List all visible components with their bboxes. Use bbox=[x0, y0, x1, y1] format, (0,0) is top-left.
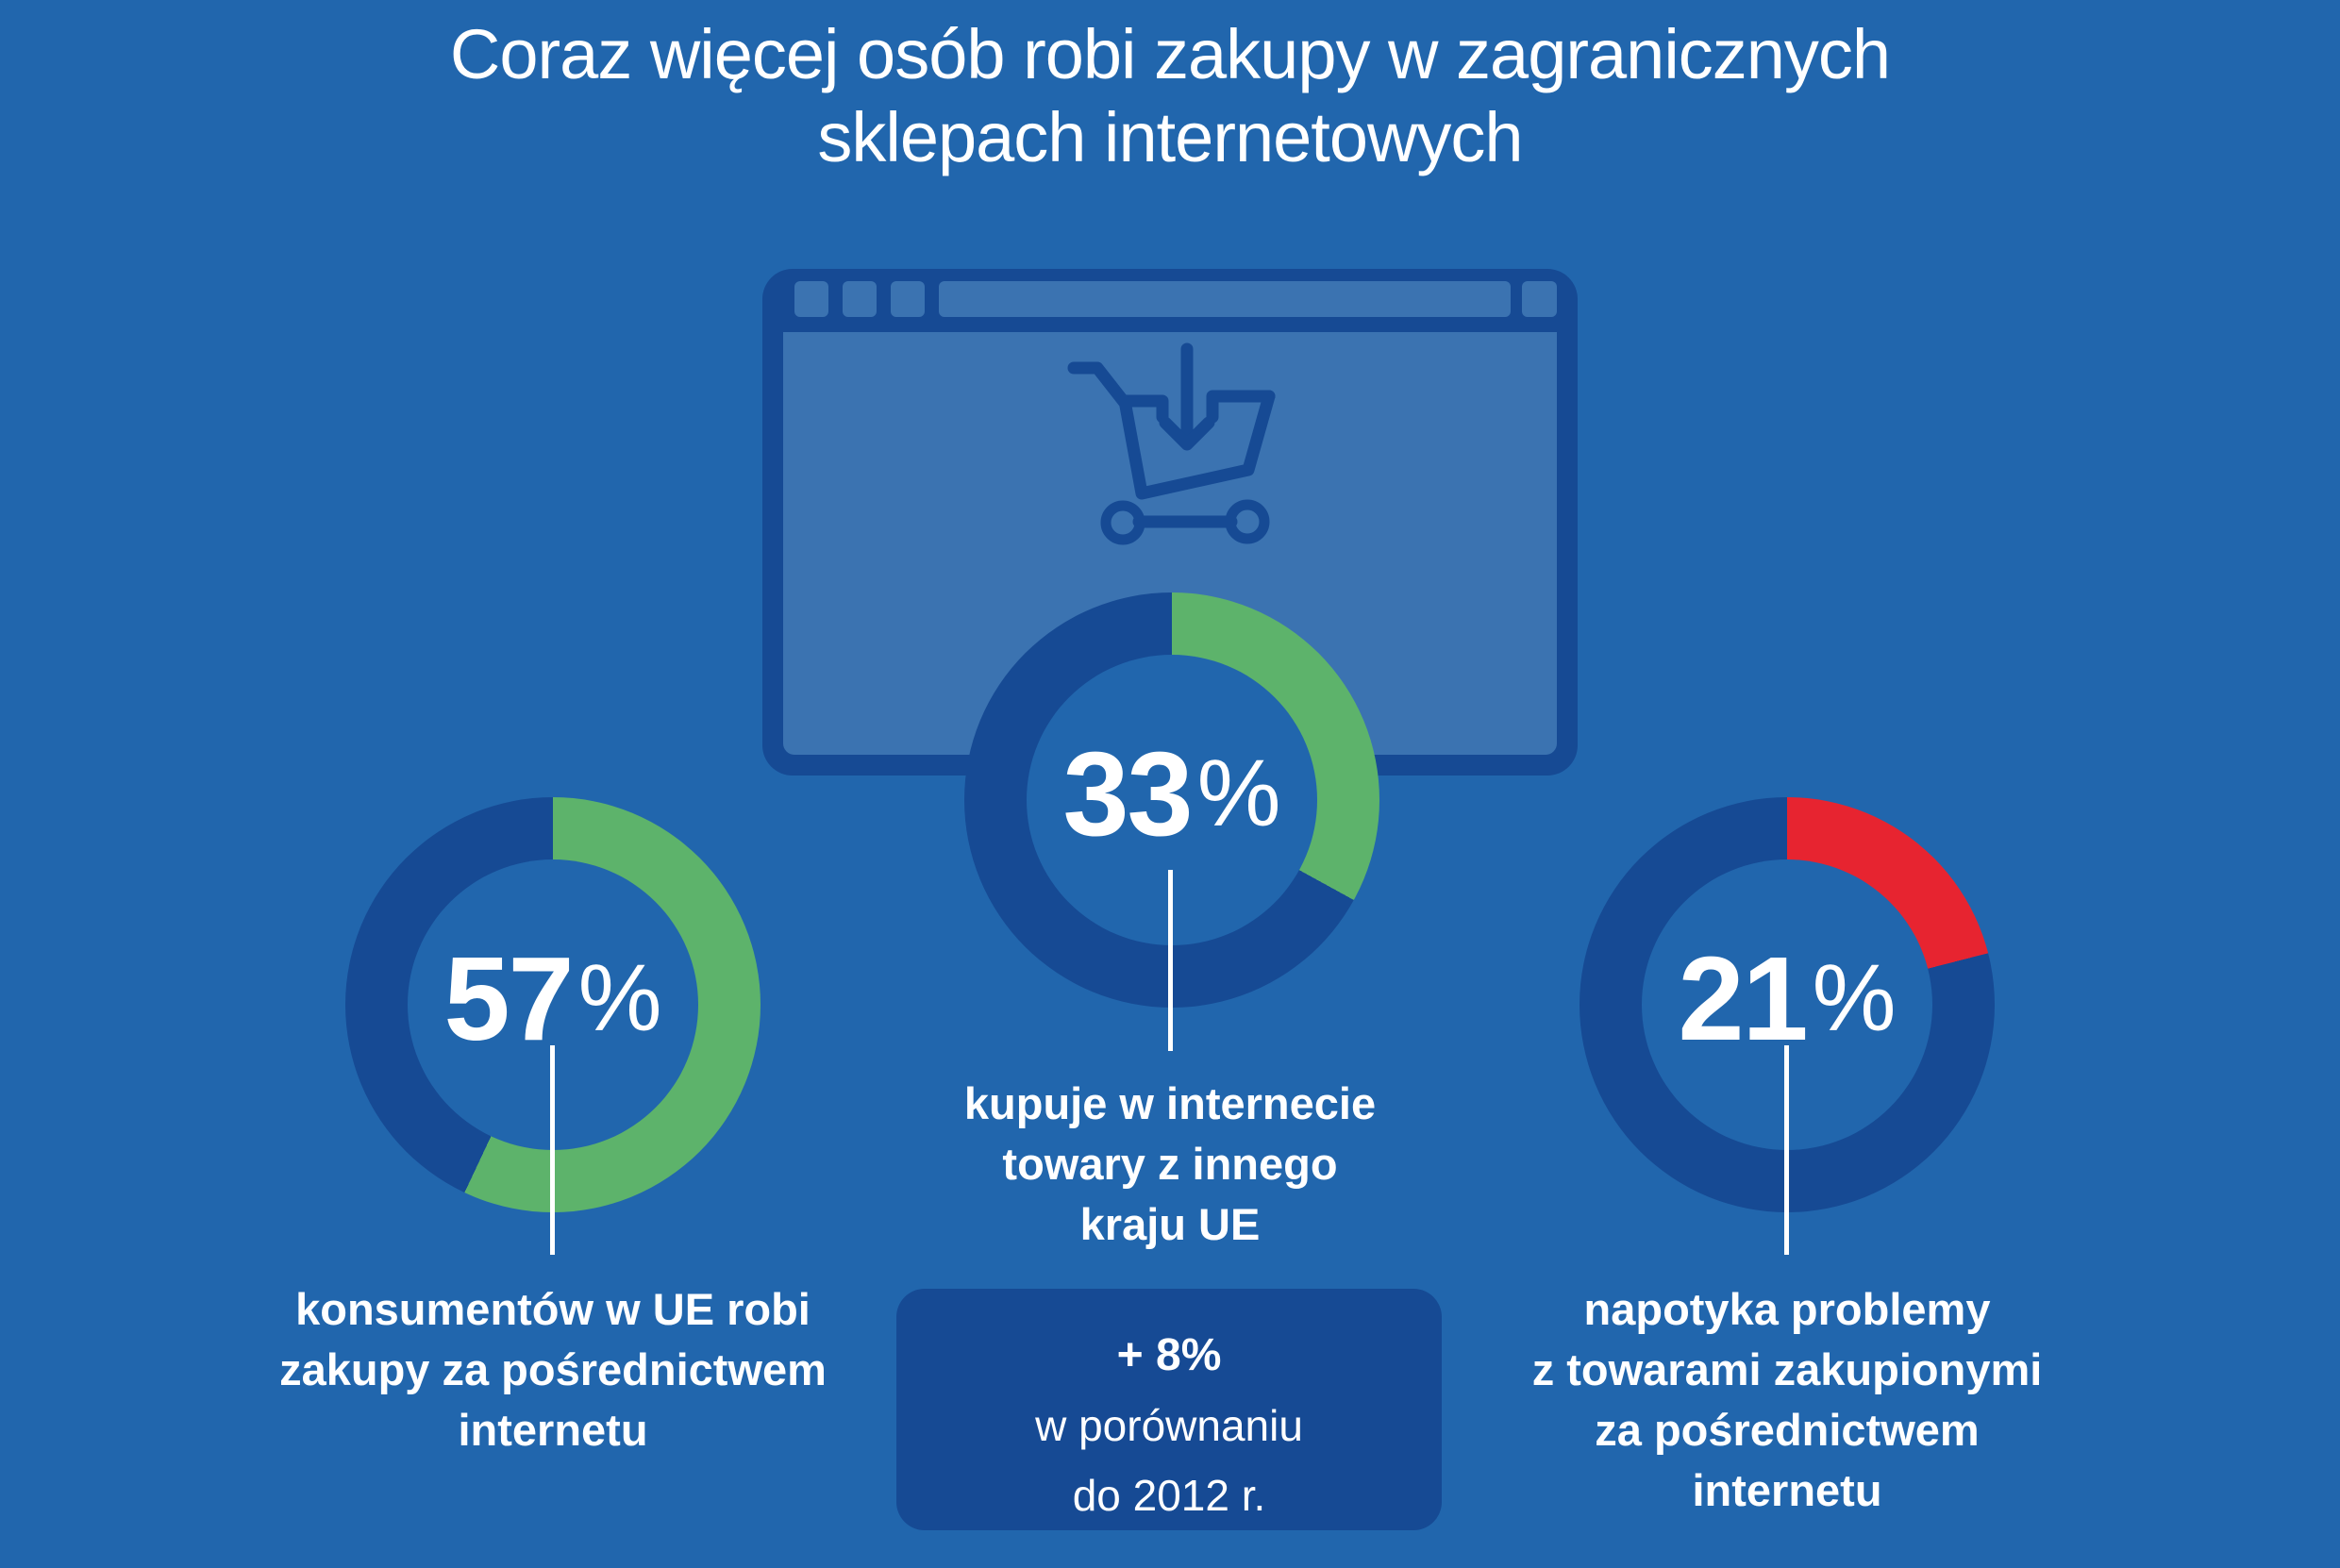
page-title: Coraz więcej osób robi zakupy w zagranic… bbox=[0, 13, 2340, 179]
browser-tab-1 bbox=[794, 281, 828, 317]
note-line: do 2012 r. bbox=[1072, 1471, 1266, 1520]
caption-line: internetu bbox=[458, 1405, 648, 1455]
browser-tab-2 bbox=[843, 281, 877, 317]
caption-left: konsumentów w UE robi zakupy za pośredni… bbox=[251, 1279, 855, 1460]
caption-center: kupuje w internecie towary z innego kraj… bbox=[868, 1074, 1472, 1255]
caption-line: kupuje w internecie bbox=[963, 1078, 1377, 1128]
percent-sign: % bbox=[577, 944, 662, 1051]
stat-value: 57 bbox=[443, 931, 574, 1065]
caption-line: konsumentów w UE robi bbox=[295, 1284, 811, 1334]
stat-value: 21 bbox=[1678, 931, 1808, 1065]
stat-value: 33 bbox=[1062, 726, 1193, 860]
pointer-line-left bbox=[550, 1045, 555, 1255]
caption-right: napotyka problemy z towarami zakupionymi… bbox=[1485, 1279, 2089, 1521]
cart-basket bbox=[1118, 390, 1276, 500]
caption-line: za pośrednictwem bbox=[1595, 1405, 1980, 1455]
percent-sign: % bbox=[1196, 740, 1281, 846]
pointer-line-center bbox=[1168, 870, 1173, 1051]
caption-line: towary z innego bbox=[1002, 1139, 1338, 1189]
cart-wheel-right bbox=[1225, 499, 1270, 544]
cart-handle bbox=[1067, 361, 1131, 409]
browser-topbar-button bbox=[1522, 281, 1557, 317]
page-title-line-2: sklepach internetowych bbox=[817, 98, 1523, 176]
note-line-delta: + 8% bbox=[1116, 1330, 1222, 1380]
caption-line: kraju UE bbox=[1079, 1199, 1261, 1249]
note-line: w porównaniu bbox=[1035, 1401, 1303, 1450]
browser-address-bar bbox=[939, 281, 1511, 317]
caption-line: napotyka problemy bbox=[1583, 1284, 1991, 1334]
percent-sign: % bbox=[1812, 944, 1897, 1051]
comparison-note-box: + 8% w porównaniu do 2012 r. bbox=[896, 1289, 1442, 1530]
cart-rim-right bbox=[1206, 390, 1276, 424]
caption-line: zakupy za pośrednictwem bbox=[279, 1344, 827, 1394]
pointer-line-right bbox=[1784, 1045, 1789, 1255]
arrow-head bbox=[1159, 416, 1215, 451]
caption-line: internetu bbox=[1692, 1465, 1882, 1515]
browser-tab-3 bbox=[891, 281, 925, 317]
cart-wheel-left bbox=[1100, 500, 1145, 545]
page-title-line-1: Coraz więcej osób robi zakupy w zagranic… bbox=[449, 15, 1891, 93]
cart-rim-left bbox=[1118, 394, 1169, 424]
cart-download-icon bbox=[1067, 342, 1276, 545]
caption-line: z towarami zakupionymi bbox=[1531, 1344, 2043, 1394]
